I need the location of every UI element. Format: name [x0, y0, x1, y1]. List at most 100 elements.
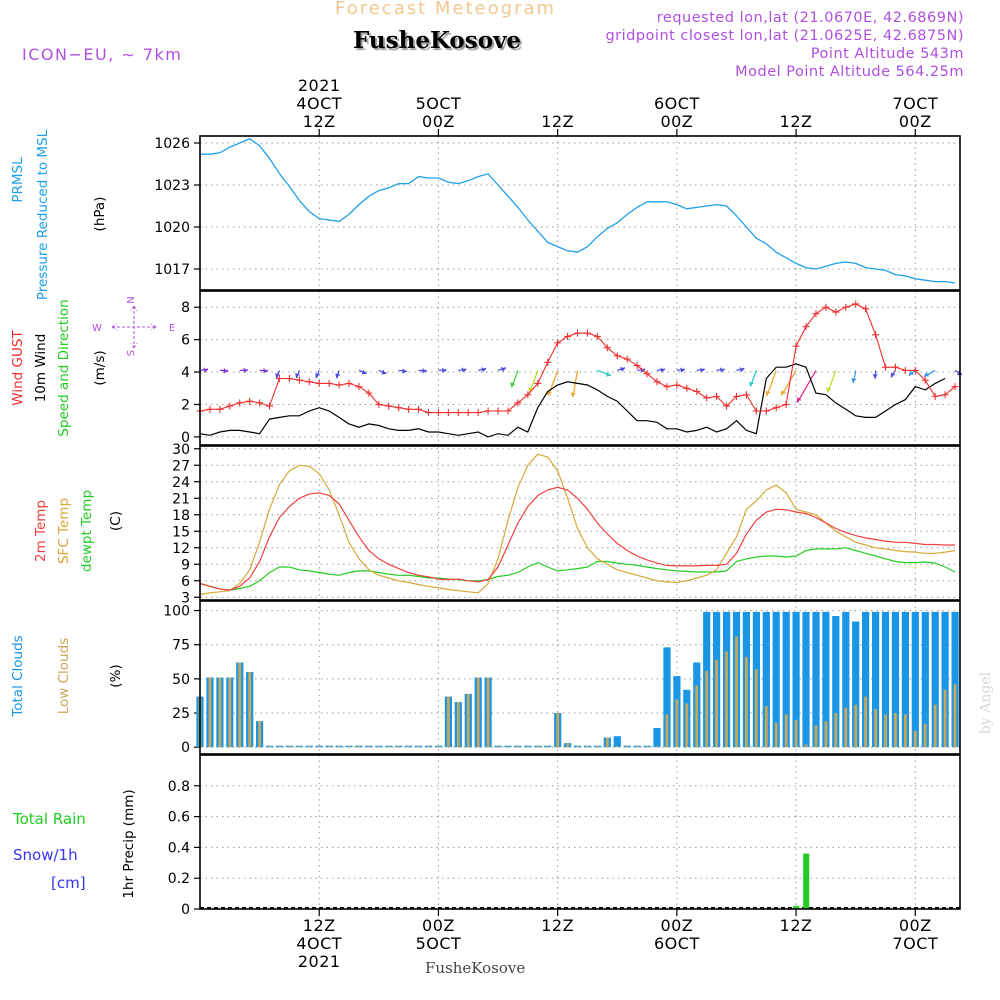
cloud-low-bar — [298, 746, 301, 748]
cloud-low-bar — [526, 746, 530, 748]
wind-gust-marker — [424, 409, 432, 417]
wind-ytick-label: 4 — [181, 365, 190, 381]
cloud-low-bar — [317, 746, 321, 748]
cloud-low-bar — [764, 706, 768, 748]
wind-gust-marker — [285, 375, 293, 383]
top-time-label: 12Z — [780, 112, 813, 131]
cloud-low-bar — [466, 693, 470, 748]
wind-gust-marker — [852, 300, 860, 308]
wind-gust-marker — [673, 381, 681, 389]
cloud-total-bar — [832, 616, 840, 748]
precip-ytick-label: 0.6 — [168, 810, 190, 826]
cloud-low-bar — [794, 719, 798, 748]
cloud-low-bar — [486, 677, 490, 748]
wind-gust-marker — [454, 409, 462, 417]
wind-direction-arrowhead — [422, 368, 427, 374]
wind-gust-marker — [762, 407, 770, 415]
bottom-time-label: 00Z — [899, 916, 932, 935]
cloud-low-bar — [476, 677, 480, 748]
cloud-low-bar — [774, 722, 778, 748]
wind-ytick-label: 8 — [181, 300, 190, 316]
cloud-low-bar — [804, 744, 808, 748]
compass-s-label: S — [126, 350, 137, 356]
cloud-total-bar — [911, 611, 919, 748]
wind-direction-arrowhead — [501, 366, 507, 372]
wind-direction-arrowhead — [660, 367, 666, 373]
cloud-low-bar — [943, 689, 947, 748]
wind-gust-marker — [693, 388, 701, 396]
wind-gust-marker — [732, 392, 740, 400]
wind-gust-marker — [554, 339, 562, 347]
precip-rain-legend: Total Rain — [12, 810, 86, 828]
top-time-label: 12Z — [541, 112, 574, 131]
cloud-low-bar — [278, 746, 281, 748]
wind-gust-marker — [206, 405, 214, 413]
temperature-panel — [194, 446, 960, 600]
cloud-total-bar — [762, 611, 770, 748]
wind-gust-marker — [275, 375, 283, 383]
temperature-ytick-label: 18 — [172, 508, 190, 524]
wind-direction-arrowhead — [275, 373, 280, 379]
wind-gust-marker — [782, 400, 790, 408]
cloud-low-bar — [655, 746, 659, 748]
wind-direction-arrowhead — [381, 369, 387, 375]
temperature-ytick-label: 27 — [172, 458, 190, 474]
cloud-low-bar — [864, 696, 867, 748]
cloud-low-bar — [218, 677, 222, 748]
wind-gust-marker — [564, 332, 572, 340]
cloud-label-total: Total Clouds — [10, 635, 26, 717]
precip-snow-legend: Snow/1h — [13, 846, 78, 864]
top-time-label: 00Z — [899, 112, 932, 131]
cloud-total-bar — [822, 611, 830, 748]
cloud-low-bar — [665, 714, 669, 748]
wind-gust-marker — [862, 305, 870, 313]
cloud-low-bar — [904, 714, 907, 748]
cloud-low-bar — [894, 713, 897, 748]
top-time-label: 4OCT — [296, 94, 342, 113]
requested-point: requested lon,lat (21.0670E, 42.6869N) — [656, 10, 964, 26]
cloud-low-bar — [387, 746, 391, 748]
top-time-label: 6OCT — [654, 94, 700, 113]
cloud-low-bar — [884, 714, 887, 748]
wind-frame — [199, 290, 961, 446]
cloud-low-bar — [307, 746, 311, 748]
wind-direction-arrowhead — [765, 390, 771, 396]
pressure-ytick-label: 1020 — [154, 220, 190, 236]
cloud-label-low: Low Clouds — [56, 638, 72, 714]
top-time-label: 12Z — [303, 112, 336, 131]
cloud-low-bar — [725, 651, 728, 748]
temperature-ytick-label: 12 — [172, 541, 190, 557]
precip-frame — [199, 754, 961, 910]
wind-direction-arrowhead — [481, 367, 487, 373]
wind-gust-marker — [474, 409, 482, 417]
top-time-label: 7OCT — [892, 94, 938, 113]
cloud-low-bar — [347, 746, 351, 748]
wind-ytick-label: 0 — [181, 430, 190, 446]
cloud-low-bar — [784, 714, 788, 748]
cloud-low-bar — [208, 677, 212, 748]
wind-gust-marker — [603, 344, 611, 352]
wind-gust-marker — [295, 376, 303, 384]
cloud-low-bar — [556, 713, 560, 748]
cloud-total-bar — [881, 611, 890, 748]
wind-gust-marker — [395, 404, 403, 412]
cloud-low-bar — [456, 702, 460, 748]
precip-label-unit: 1hr Precip (mm) — [121, 789, 137, 898]
wind-direction-arrowhead — [680, 367, 686, 373]
wind-gust-line — [199, 303, 956, 414]
cloud-total-bar — [782, 611, 790, 748]
cloud-low-bar — [745, 657, 748, 748]
wind-gust-marker — [266, 402, 274, 410]
top-time-label: 00Z — [422, 112, 455, 131]
cloud-total-bar — [921, 611, 929, 748]
wind-gust-marker — [434, 409, 442, 417]
precip-ytick-label: 0.8 — [168, 779, 190, 795]
cloud-low-bar — [228, 677, 232, 748]
clouds-ytick-label: 25 — [172, 706, 190, 722]
pressure-label-msl: Pressure Reduced to MSL — [35, 129, 51, 300]
cloud-total-bar — [653, 728, 661, 748]
wind-ytick-label: 2 — [181, 397, 190, 413]
precip-panel — [194, 755, 960, 910]
clouds-frame — [199, 600, 961, 755]
